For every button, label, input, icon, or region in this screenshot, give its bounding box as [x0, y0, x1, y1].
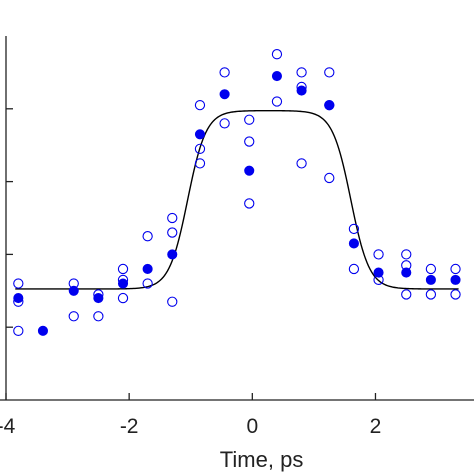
open-data-point: [271, 49, 283, 60]
open-data-point: [244, 136, 255, 147]
x-tick-label: 2: [370, 415, 382, 438]
open-data-point: [219, 118, 230, 129]
filled-data-point: [13, 293, 24, 304]
filled-data-point: [219, 89, 230, 100]
open-data-point: [142, 231, 153, 242]
filled-data-point: [425, 274, 436, 285]
open-data-point: [450, 289, 461, 300]
open-data-point: [425, 263, 437, 275]
filled-data-point: [117, 278, 129, 289]
ticks: -4 -2 0 2: [0, 108, 382, 438]
filled-data-point: [244, 165, 255, 176]
open-data-point: [271, 96, 283, 107]
filled-data-point: [68, 285, 79, 296]
filled-data-point: [324, 100, 335, 111]
x-axis-title: Time, ps: [220, 447, 304, 472]
open-data-point: [324, 172, 335, 184]
plot-area: [13, 49, 461, 336]
filled-data-point: [142, 263, 153, 275]
open-data-point: [450, 263, 461, 275]
filled-data-point: [271, 70, 283, 82]
open-data-point: [194, 100, 206, 111]
open-data-point: [167, 212, 178, 224]
axes: [0, 36, 474, 401]
open-data-point: [219, 67, 230, 78]
open-data-point: [244, 198, 255, 209]
filled-data-point: [296, 85, 307, 96]
open-data-point: [194, 143, 206, 154]
open-data-point: [167, 227, 178, 238]
open-data-point: [117, 292, 129, 304]
open-data-point: [194, 158, 206, 169]
open-data-point: [348, 263, 360, 275]
open-data-point: [324, 67, 335, 78]
filled-data-point: [401, 267, 412, 278]
filled-data-point: [37, 325, 49, 336]
open-data-point: [401, 289, 412, 300]
fit-curve: [15, 109, 459, 290]
filled-data-point: [93, 293, 104, 304]
open-data-point: [401, 249, 412, 260]
filled-data-point: [348, 238, 359, 249]
open-data-point: [244, 114, 255, 125]
open-data-point: [296, 67, 307, 78]
filled-data-point: [450, 274, 461, 285]
open-data-point: [296, 158, 307, 169]
filled-data-point: [194, 129, 206, 140]
filled-data-point: [373, 267, 384, 278]
open-data-point: [93, 311, 104, 322]
x-tick-label: -4: [0, 415, 16, 438]
open-data-point: [167, 296, 178, 307]
open-data-point: [68, 311, 79, 322]
open-data-point: [425, 289, 437, 300]
open-data-point: [142, 278, 153, 289]
open-data-point: [13, 325, 24, 336]
open-data-point: [13, 278, 24, 289]
x-tick-label: 0: [246, 415, 258, 438]
open-data-point: [348, 223, 360, 235]
filled-data-point: [167, 249, 178, 260]
x-tick-label: -2: [120, 415, 139, 438]
open-data-point: [373, 249, 384, 260]
open-data-point: [117, 263, 129, 275]
